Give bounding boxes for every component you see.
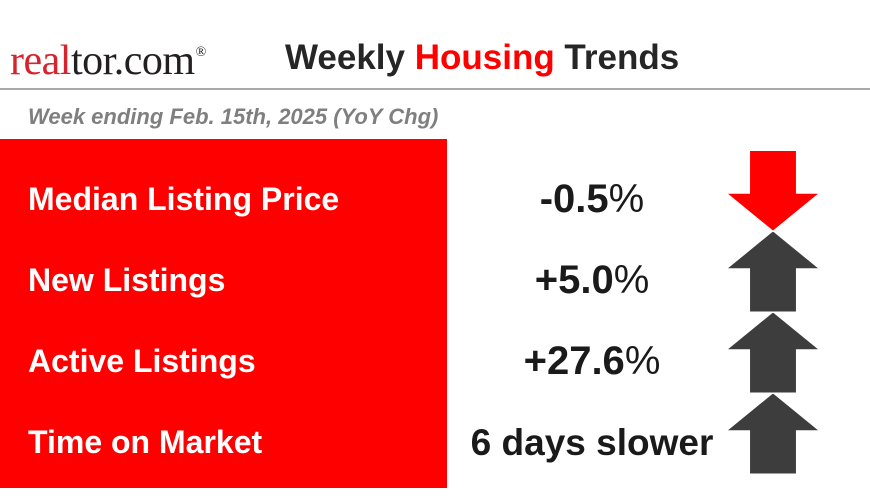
trend-arrow-cell (728, 231, 818, 312)
metric-value-suffix: % (624, 339, 661, 383)
title-suffix: Trends (554, 38, 680, 77)
trend-row-active-listings: Active Listings +27.6% (0, 312, 870, 402)
trend-row-new-listings: New Listings +5.0% (0, 231, 870, 321)
metric-value: +5.0% (447, 258, 737, 303)
title-prefix: Weekly (285, 38, 415, 77)
title-highlight: Housing (414, 38, 555, 77)
trend-arrow-cell (728, 150, 818, 231)
metric-value-number: +27.6 (523, 339, 625, 383)
metric-label: Median Listing Price (28, 181, 340, 217)
trend-arrow-cell (728, 393, 818, 474)
down-arrow-icon (728, 150, 818, 231)
metric-value-number: -0.5 (539, 177, 609, 221)
up-arrow-icon (728, 231, 818, 312)
metric-value-number: 6 days slower (470, 421, 714, 463)
metric-value-suffix: % (608, 177, 645, 221)
realtor-com-logo: realtor.com® (10, 40, 206, 82)
metric-value: -0.5% (447, 177, 737, 222)
registered-trademark-symbol: ® (195, 45, 207, 60)
up-arrow-icon (728, 312, 818, 393)
red-label-panel (0, 139, 447, 488)
metric-label: Active Listings (28, 343, 256, 379)
up-arrow-icon (728, 393, 818, 474)
trend-row-median-listing-price: Median Listing Price -0.5% (0, 150, 870, 240)
trend-row-time-on-market: Time on Market 6 days slower (0, 393, 870, 483)
logo-prefix: real (10, 38, 71, 84)
subtitle-week-ending: Week ending Feb. 15th, 2025 (YoY Chg) (28, 104, 439, 129)
metric-value: +27.6% (447, 339, 737, 384)
metric-label: Time on Market (28, 424, 263, 460)
trend-rows: Median Listing Price -0.5% New Listings … (0, 150, 870, 483)
metric-value: 6 days slower (447, 422, 737, 464)
trend-arrow-cell (728, 312, 818, 393)
header-divider (0, 88, 870, 90)
metric-label: New Listings (28, 262, 226, 298)
logo-suffix: tor.com (70, 38, 195, 84)
metric-value-suffix: % (613, 258, 650, 302)
page-title: Weekly Housing Trends (285, 40, 679, 75)
metric-value-number: +5.0 (534, 258, 614, 302)
